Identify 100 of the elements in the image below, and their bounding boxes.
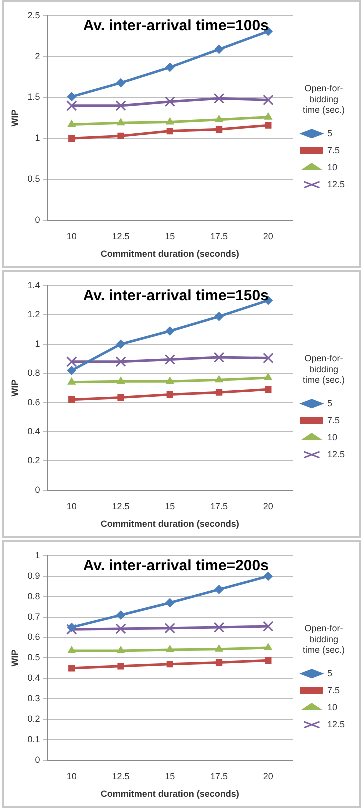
x-tick-label: 20 — [263, 771, 274, 782]
point — [264, 643, 272, 650]
point — [166, 391, 174, 398]
legend-label: 10 — [327, 702, 338, 712]
y-tick-label: 0.8 — [28, 368, 40, 378]
y-tick-label: 0.6 — [28, 397, 40, 408]
x-tick-label: 20 — [263, 501, 274, 512]
point — [166, 326, 175, 336]
legend-title: Open-for-bidding time (sec.) — [302, 624, 345, 656]
chart-title: Av. inter-arrival time=200s — [83, 558, 269, 575]
point — [166, 63, 175, 72]
point — [214, 45, 224, 54]
point — [116, 610, 126, 620]
y-tick-label: 0.7 — [28, 612, 40, 622]
y-tick-label: 2 — [35, 51, 40, 62]
point — [66, 356, 78, 368]
y-tick-label: 0 — [35, 484, 40, 495]
legend-label: 7.5 — [327, 145, 340, 156]
point — [118, 394, 124, 402]
legend-label: 5 — [327, 398, 332, 408]
y-tick-label: 0.4 — [28, 673, 40, 684]
legend-label: 5 — [327, 668, 332, 678]
point — [263, 352, 274, 364]
y-tick-label: 1.4 — [28, 280, 40, 290]
point — [215, 644, 224, 652]
point — [117, 118, 125, 126]
point — [67, 623, 76, 632]
point — [166, 118, 174, 125]
x-tick-label: 10 — [66, 771, 77, 782]
y-tick-label: 1.5 — [28, 92, 40, 102]
y-tick-label: 0.5 — [28, 174, 40, 184]
point — [166, 646, 174, 653]
y-tick-label: 0.9 — [28, 570, 40, 581]
point — [166, 377, 174, 384]
chart-title: Av. inter-arrival time=100s — [83, 18, 269, 35]
x-tick-label: 15 — [165, 771, 176, 782]
point — [66, 100, 78, 112]
y-tick-label: 0.2 — [28, 714, 40, 724]
point — [68, 646, 76, 654]
x-tick-label: 17.5 — [210, 501, 228, 512]
point — [264, 112, 272, 120]
legend-label: 12.5 — [327, 179, 346, 190]
point — [68, 135, 76, 142]
point — [164, 96, 176, 108]
x-tick-label: 15 — [165, 501, 176, 512]
legend-label: 12.5 — [327, 449, 346, 460]
x-tick-label: 10 — [66, 501, 77, 512]
point — [214, 93, 225, 104]
point — [117, 646, 125, 654]
x-tick-label: 12.5 — [112, 771, 130, 782]
x-tick-label: 12.5 — [112, 501, 130, 512]
y-tick-label: 0.5 — [28, 652, 40, 663]
point — [68, 378, 76, 385]
point — [214, 352, 225, 363]
x-tick-label: 15 — [165, 231, 176, 242]
x-tick-label: 17.5 — [210, 771, 228, 782]
point — [216, 659, 223, 666]
point — [216, 389, 223, 396]
point — [68, 120, 76, 128]
point — [215, 115, 224, 122]
x-tick-label: 12.5 — [112, 231, 130, 242]
x-tick-label: 10 — [66, 231, 77, 242]
legend-label: 10 — [327, 432, 338, 442]
point — [216, 126, 223, 133]
point — [214, 312, 224, 322]
point — [116, 340, 126, 349]
y-tick-label: 1 — [35, 550, 40, 560]
legend-title: Open-for-bidding time (sec.) — [302, 354, 345, 386]
legend-title: Open-for-bidding time (sec.) — [302, 84, 345, 116]
legend-label: 7.5 — [327, 415, 340, 426]
x-axis-title: Commitment duration (seconds) — [100, 519, 240, 530]
point — [118, 663, 124, 670]
point — [116, 100, 126, 112]
x-tick-label: 17.5 — [210, 231, 228, 242]
point — [166, 128, 174, 135]
y-tick-label: 0.6 — [28, 632, 40, 642]
point — [67, 92, 76, 102]
point — [116, 78, 126, 88]
point — [164, 623, 176, 634]
point — [68, 665, 76, 672]
y-tick-label: 0.3 — [28, 694, 40, 704]
y-tick-label: 1 — [35, 133, 40, 144]
legend-label: 10 — [327, 162, 338, 172]
y-tick-label: 0 — [35, 754, 40, 765]
point — [214, 622, 225, 633]
point — [117, 377, 125, 384]
y-axis-title: WIP — [10, 650, 20, 667]
point — [215, 376, 224, 383]
y-tick-label: 0 — [35, 214, 40, 225]
x-tick-label: 20 — [263, 231, 274, 242]
point — [164, 354, 176, 366]
point — [116, 624, 126, 634]
y-tick-label: 1.2 — [28, 310, 40, 320]
point — [264, 373, 272, 380]
point — [67, 366, 76, 376]
y-axis-title: WIP — [10, 380, 20, 397]
chart-title: Av. inter-arrival time=150s — [83, 288, 269, 305]
point — [166, 598, 175, 608]
y-tick-label: 1 — [35, 338, 40, 349]
point — [166, 661, 174, 668]
